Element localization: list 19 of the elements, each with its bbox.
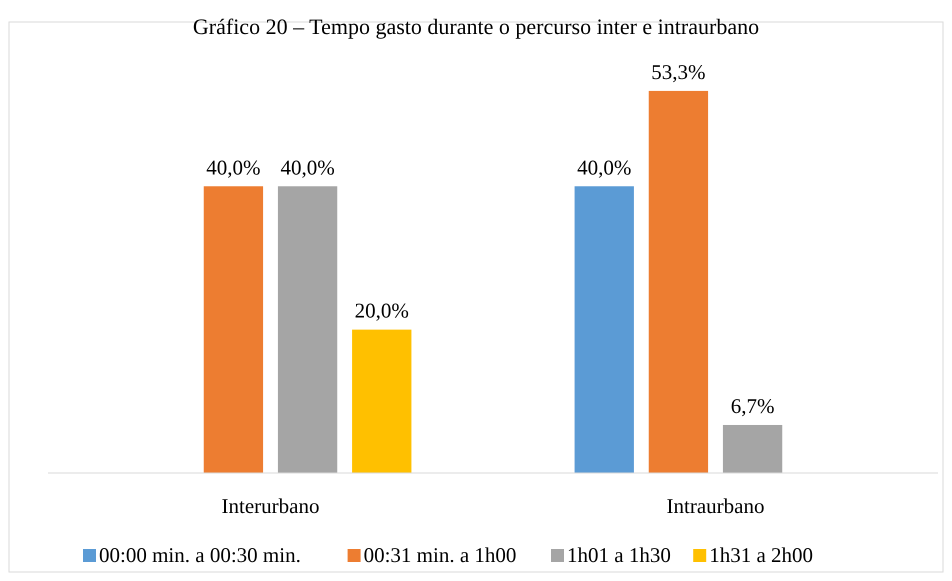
data-label: 6,7%	[730, 394, 774, 418]
chart-title: Gráfico 20 – Tempo gasto durante o percurso inter e intraurbano	[192, 14, 760, 39]
x-tick-label: Intraurbano	[666, 494, 764, 518]
bar	[278, 186, 338, 473]
bar	[722, 424, 782, 473]
data-label: 20,0%	[354, 298, 409, 323]
legend-label: 00:31 min. a 1h00	[364, 543, 516, 567]
legend-label: 1h31 a 2h00	[709, 543, 814, 567]
bar	[352, 330, 412, 473]
legend-label: 1h01 a 1h30	[567, 543, 671, 567]
x-tick-label: Interurbano	[222, 494, 320, 518]
data-label: 53,3%	[651, 60, 706, 84]
bar	[648, 90, 708, 473]
data-label: 40,0%	[577, 155, 632, 180]
legend-label: 00:00 min. a 00:30 min.	[99, 543, 301, 567]
data-label: 40,0%	[280, 155, 335, 180]
bar	[204, 186, 264, 473]
bar	[574, 186, 634, 473]
data-label: 40,0%	[206, 155, 261, 180]
